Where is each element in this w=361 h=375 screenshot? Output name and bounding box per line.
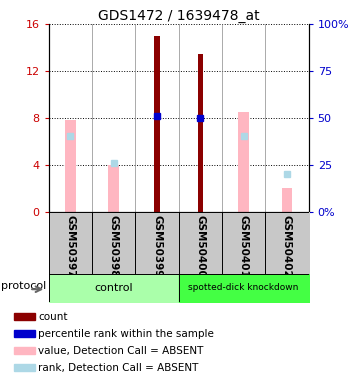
Text: GSM50402: GSM50402 [282, 215, 292, 278]
FancyBboxPatch shape [14, 313, 35, 320]
Text: value, Detection Call = ABSENT: value, Detection Call = ABSENT [38, 346, 204, 356]
FancyBboxPatch shape [14, 347, 35, 354]
Bar [108, 165, 119, 212]
Bar [65, 120, 76, 212]
Text: control: control [95, 283, 133, 293]
Text: GSM50397: GSM50397 [65, 215, 75, 278]
FancyBboxPatch shape [14, 330, 35, 337]
Bar [282, 188, 292, 212]
Text: GSM50399: GSM50399 [152, 215, 162, 278]
Text: spotted-dick knockdown: spotted-dick knockdown [188, 284, 299, 292]
Text: GSM50400: GSM50400 [195, 215, 205, 278]
Text: rank, Detection Call = ABSENT: rank, Detection Call = ABSENT [38, 363, 199, 373]
Text: GSM50401: GSM50401 [239, 215, 249, 278]
Bar [198, 54, 203, 212]
Text: count: count [38, 312, 68, 322]
FancyBboxPatch shape [14, 364, 35, 371]
Title: GDS1472 / 1639478_at: GDS1472 / 1639478_at [98, 9, 260, 23]
Text: protocol: protocol [1, 281, 46, 291]
Bar [155, 36, 160, 212]
Text: percentile rank within the sample: percentile rank within the sample [38, 328, 214, 339]
Text: GSM50398: GSM50398 [109, 215, 119, 278]
Bar [238, 112, 249, 212]
